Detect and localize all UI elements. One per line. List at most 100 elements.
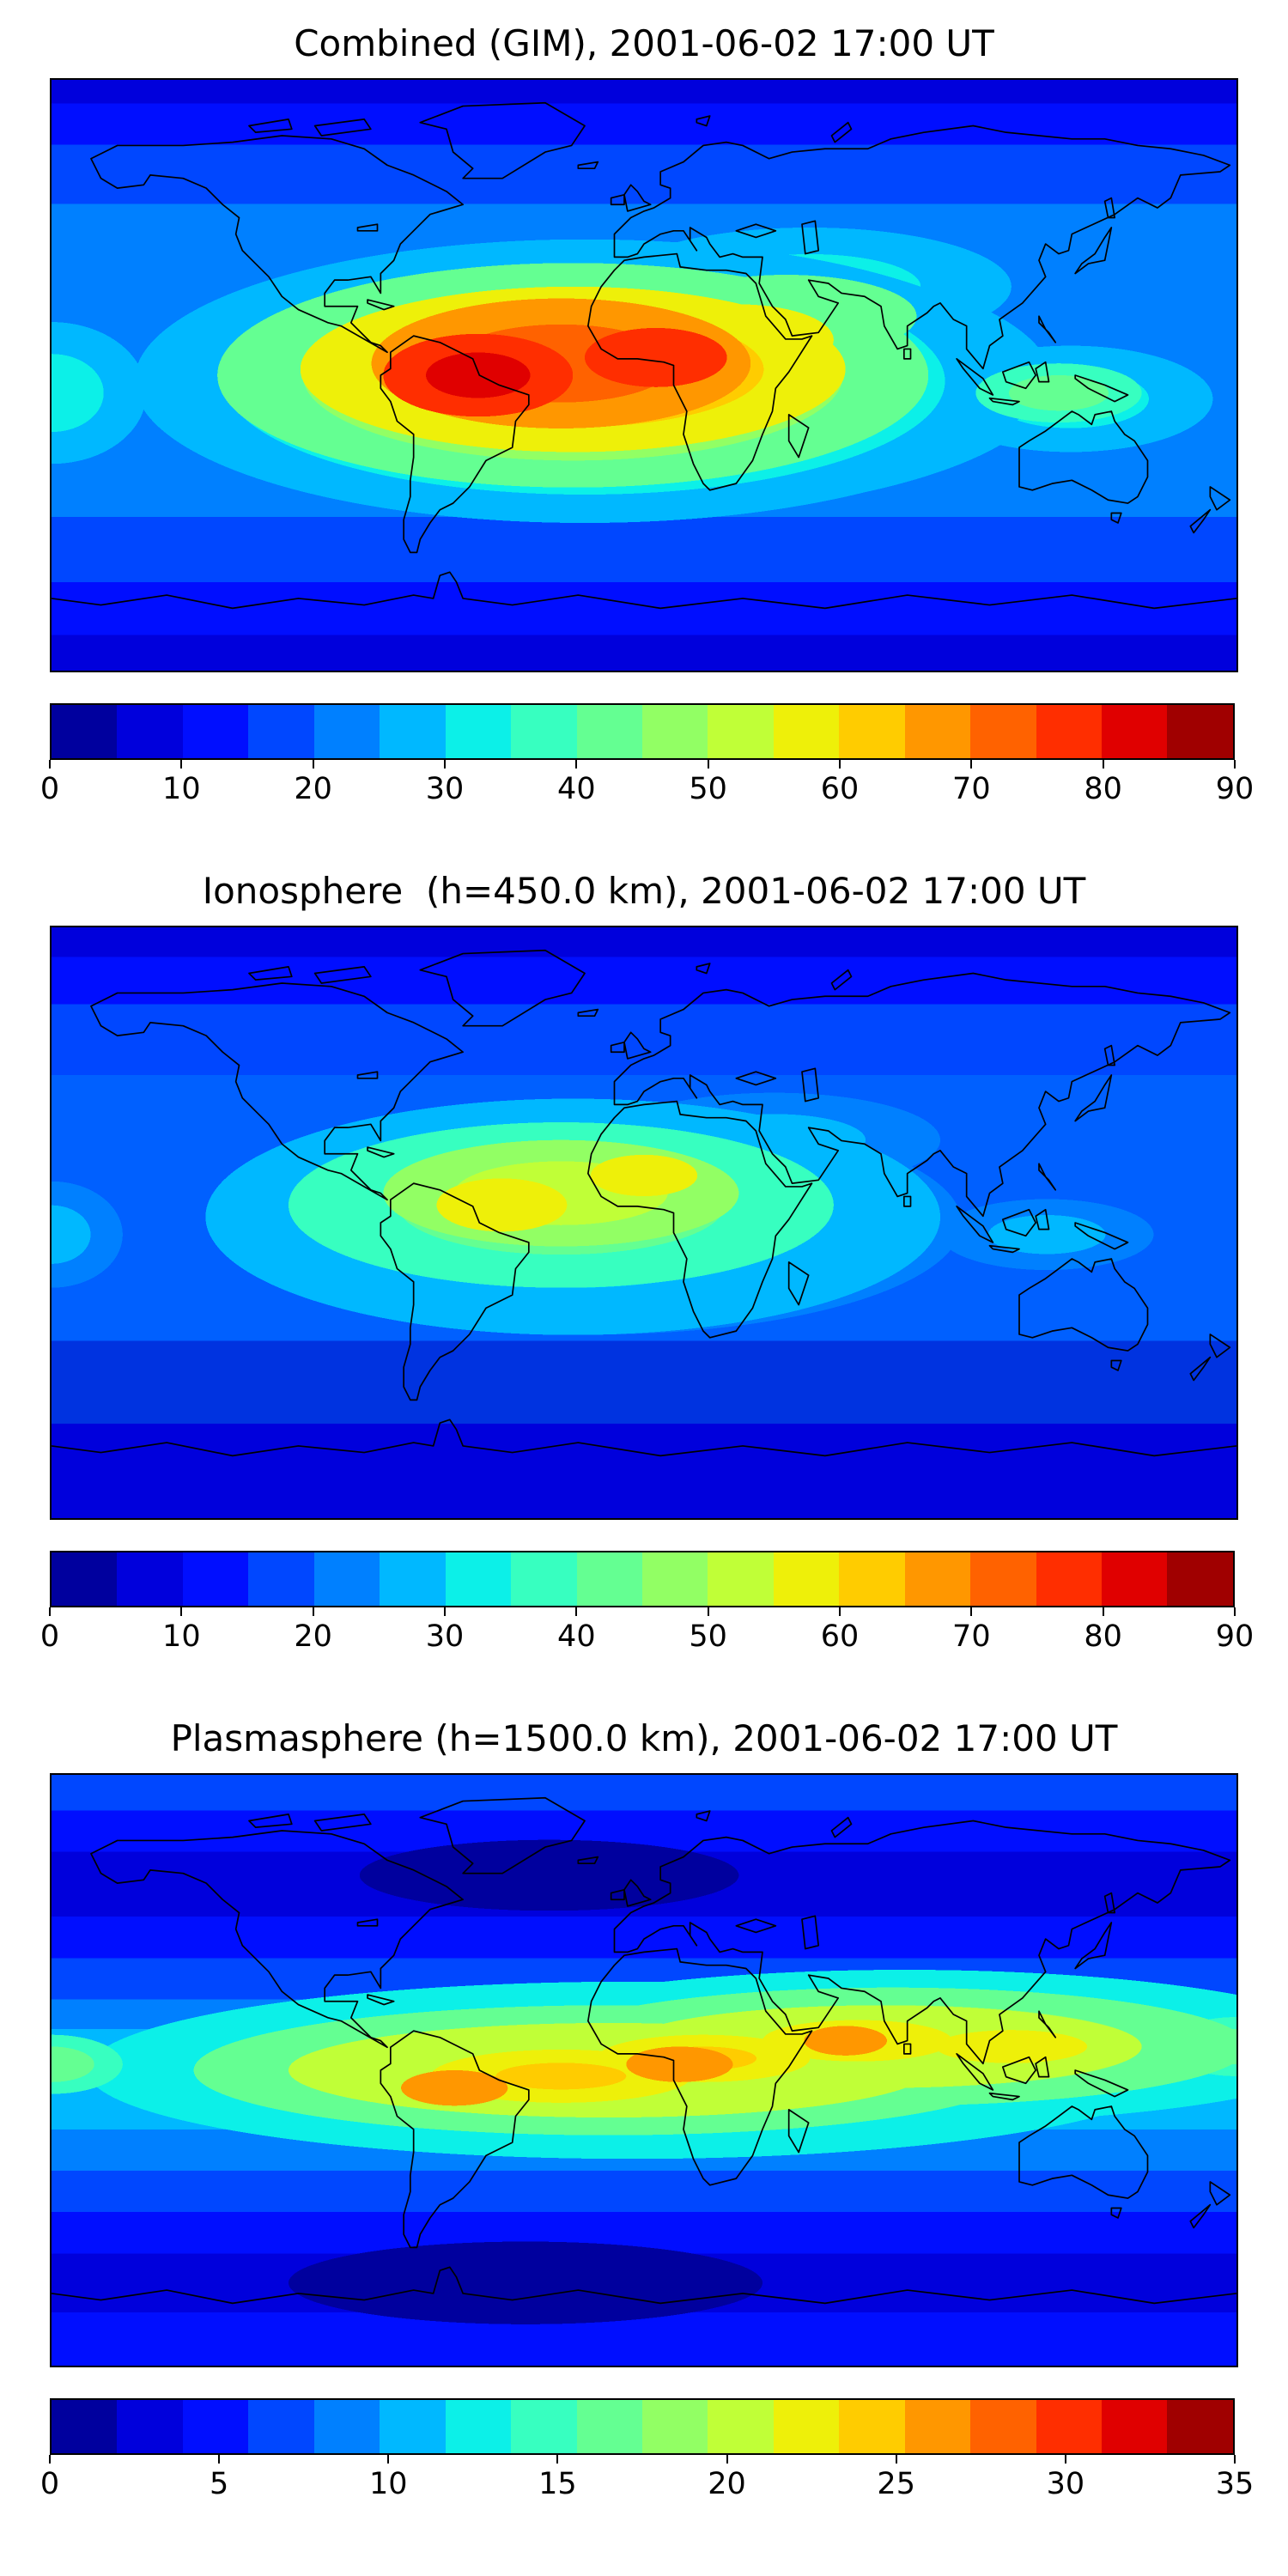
colorbar-band [708,705,774,758]
colorbar-band [182,1552,249,1606]
panel-title-combined: Combined (GIM), 2001-06-02 17:00 UT [294,22,994,64]
colorbar-band [52,2400,118,2453]
map-plasmasphere [50,1773,1238,2367]
colorbar-tick-label: 35 [1215,2467,1255,2501]
colorbar-tick-mark [726,2455,728,2464]
colorbar-tick-label: 5 [210,2467,229,2501]
colorbar-tick-mark [707,1607,709,1616]
colorbar-tick-mark [839,760,841,769]
colorbar-band [313,705,380,758]
colorbar-band [1102,705,1168,758]
colorbar-tick-label: 20 [708,2467,746,2501]
colorbar-band [773,1552,840,1606]
colorbar-band [970,1552,1036,1606]
colorbar-tick-mark [312,760,314,769]
colorbar-tick-label: 80 [1084,1619,1122,1654]
colorbar-band [904,1552,971,1606]
colorbar-tick-label: 20 [294,772,332,806]
colorbar-tick-label: 60 [820,1619,860,1654]
colorbar-band [839,2400,905,2453]
colorbar-tick-label: 10 [369,2467,408,2501]
colorbar-tick-mark [49,2455,51,2464]
tec-field-combined [52,80,1236,671]
colorbar-combined: 0 10 20 30 40 50 60 70 80 90 [40,703,1254,813]
panel-plasmasphere: Plasmasphere (h=1500.0 km), 2001-06-02 1… [40,1695,1254,2508]
colorbar-band [904,705,971,758]
coastlines-plasmasphere [52,1775,1236,2366]
colorbar-band [313,2400,380,2453]
coastlines-ionosphere [52,927,1236,1518]
colorbar-band [313,1552,380,1606]
panel-ionosphere: Ionosphere (h=450.0 km), 2001-06-02 17:0… [40,848,1254,1661]
colorbar-strip [50,703,1235,760]
colorbar-tick-label: 25 [877,2467,915,2501]
colorbar-band [445,1552,512,1606]
map-ionosphere [50,926,1238,1520]
colorbar-band [1036,1552,1102,1606]
colorbar-tick-mark [180,1607,183,1616]
colorbar-band [839,705,905,758]
colorbar-band [182,2400,249,2453]
colorbar-tick-label: 15 [538,2467,577,2501]
colorbar-band [576,2400,642,2453]
colorbar-tick-label: 90 [1215,772,1255,806]
colorbar-band [970,2400,1036,2453]
colorbar-band [839,1552,905,1606]
tec-field-plasmasphere [52,1775,1236,2366]
colorbar-tick-label: 30 [425,1619,465,1654]
colorbar-tick-label: 10 [162,772,201,806]
colorbar-tick-mark [970,760,973,769]
colorbar-band [1036,705,1102,758]
colorbar-band [248,1552,314,1606]
colorbar-tick-label: 70 [952,772,991,806]
colorbar-band [117,2400,183,2453]
colorbar-tick-mark [49,760,51,769]
colorbar-tick-mark [1234,2455,1236,2464]
colorbar-plasmasphere: 0 5 10 15 20 25 30 35 [40,2398,1254,2508]
colorbar-band [904,2400,971,2453]
colorbar-tick-label: 50 [689,772,727,806]
colorbar-tick-mark [1234,1607,1236,1616]
colorbar-tick-label: 30 [425,772,465,806]
panel-combined: Combined (GIM), 2001-06-02 17:00 UT 0 10 2… [40,0,1254,813]
colorbar-tick-label: 70 [952,1619,991,1654]
colorbar-band [52,1552,118,1606]
colorbar-band [117,705,183,758]
colorbar-band [1167,705,1233,758]
colorbar-band [380,1552,446,1606]
map-combined [50,78,1238,672]
colorbar-tick-label: 90 [1215,1619,1255,1654]
colorbar-tick-mark [970,1607,973,1616]
colorbar-band [117,1552,183,1606]
colorbar-band [511,705,577,758]
coastlines-combined [52,80,1236,671]
colorbar-tick-label: 60 [820,772,860,806]
colorbar-band [445,705,512,758]
colorbar-band [641,705,708,758]
colorbar-band [248,705,314,758]
colorbar-band [1102,1552,1168,1606]
colorbar-tick-label: 0 [39,1619,60,1654]
colorbar-tick-label: 10 [162,1619,201,1654]
colorbar-band [576,705,642,758]
colorbar-band [380,2400,446,2453]
colorbar-band [641,2400,708,2453]
colorbar-band [52,705,118,758]
colorbar-strip [50,1551,1235,1607]
colorbar-band [445,2400,512,2453]
colorbar-strip [50,2398,1235,2455]
colorbar-tick-mark [575,1607,578,1616]
colorbar-ionosphere: 0 10 20 30 40 50 60 70 80 90 [40,1551,1254,1661]
colorbar-tick-label: 0 [39,2467,60,2501]
colorbar-tick-mark [556,2455,559,2464]
colorbar-ticks: 0 10 20 30 40 50 60 70 80 90 [40,760,1254,813]
colorbar-tick-label: 40 [557,772,596,806]
colorbar-band [708,2400,774,2453]
tec-field-ionosphere [52,927,1236,1518]
colorbar-tick-mark [1102,760,1104,769]
colorbar-band [1102,2400,1168,2453]
colorbar-tick-label: 50 [689,1619,727,1654]
colorbar-tick-mark [312,1607,314,1616]
colorbar-band [1167,1552,1233,1606]
colorbar-tick-mark [180,760,183,769]
